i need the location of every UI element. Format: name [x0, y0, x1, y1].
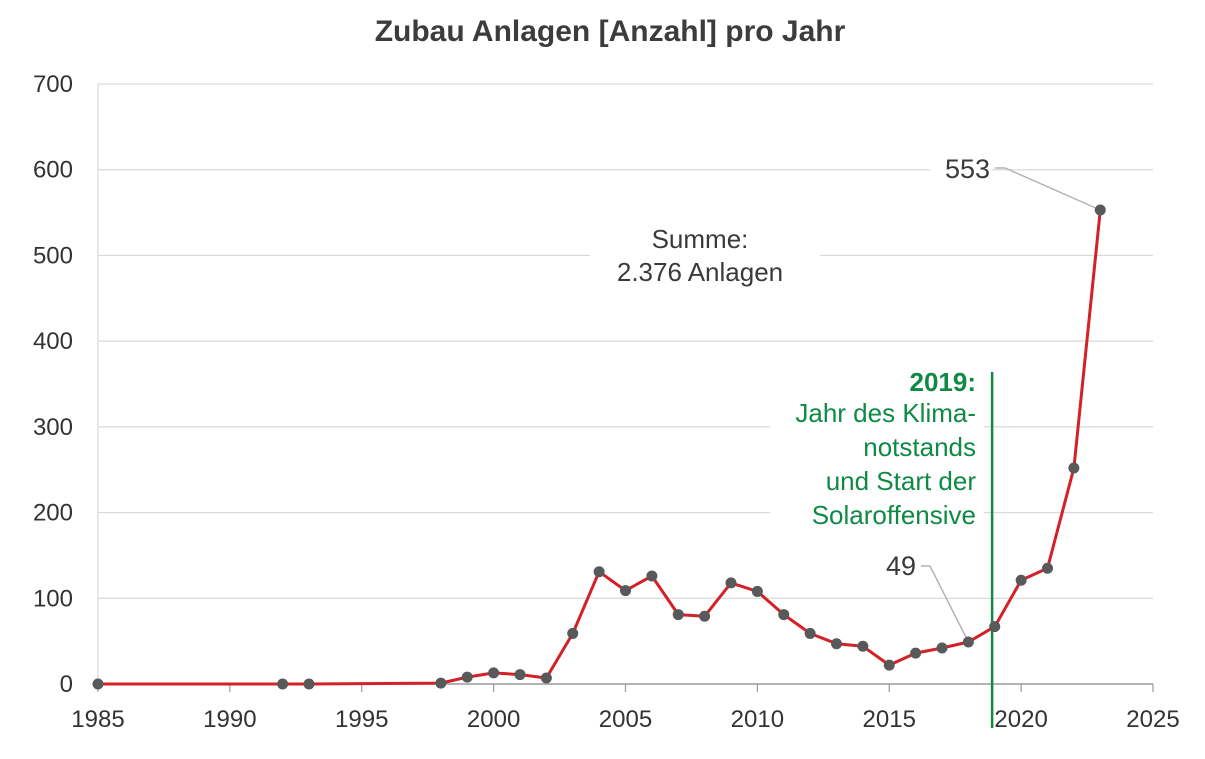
x-tick-label: 2020 — [994, 706, 1047, 733]
data-point-1999 — [461, 671, 473, 683]
y-axis-ticks: 0 100 200 300 400 500 600 700 — [33, 71, 73, 698]
data-point-2014 — [857, 640, 869, 652]
summe-label-bg — [590, 222, 820, 296]
x-tick-label: 2025 — [1126, 706, 1179, 733]
data-point-2012 — [804, 627, 816, 639]
grid — [97, 83, 1154, 692]
y-tick-label: 600 — [33, 157, 73, 184]
data-point-2021 — [1042, 562, 1053, 574]
y-tick-label: 500 — [33, 242, 73, 269]
x-tick-label: 2005 — [599, 706, 652, 733]
y-tick-label: 300 — [33, 414, 73, 441]
y-tick-label: 200 — [33, 500, 73, 527]
marker-title: 2019: — [910, 367, 977, 397]
data-point-1993 — [303, 678, 315, 690]
y-tick-label: 100 — [33, 585, 73, 612]
data-point-1985 — [92, 678, 104, 690]
data-point-2016 — [910, 647, 922, 659]
marker-text-line1: Jahr des Klima- — [795, 398, 976, 428]
data-point-1998 — [435, 677, 447, 689]
data-point-2003 — [567, 627, 579, 639]
summe-label-line2: 2.376 Anlagen — [617, 257, 783, 287]
data-point-2000 — [488, 667, 500, 679]
data-point-1992 — [277, 678, 289, 690]
data-point-2019 — [989, 621, 1001, 633]
data-point-2005 — [620, 585, 631, 597]
data-label-49: 49 — [886, 551, 916, 581]
x-tick-label: 2015 — [863, 706, 916, 733]
chart-title: Zubau Anlagen [Anzahl] pro Jahr — [375, 15, 846, 48]
marker-text-bg — [770, 366, 984, 536]
marker-text-line3: und Start der — [826, 466, 977, 496]
data-point-2011 — [778, 609, 790, 621]
data-point-2002 — [540, 672, 552, 684]
data-point-2015 — [883, 659, 895, 671]
y-tick-label: 0 — [60, 671, 73, 698]
data-point-2023 — [1094, 204, 1106, 216]
x-tick-label: 1985 — [71, 706, 124, 733]
marker-text-line4: Solaroffensive — [812, 500, 976, 530]
data-point-2004 — [593, 566, 605, 578]
data-point-2008 — [699, 610, 711, 622]
data-point-2020 — [1015, 574, 1027, 586]
callout-553 — [995, 167, 1101, 211]
data-point-2013 — [831, 638, 842, 650]
data-point-2006 — [646, 570, 658, 582]
data-label-553: 553 — [945, 154, 990, 184]
data-points — [92, 204, 1106, 690]
label-553-bg — [930, 150, 992, 186]
y-tick-label: 700 — [33, 71, 73, 98]
callout-lines — [921, 167, 1101, 643]
data-point-2007 — [672, 609, 684, 621]
callout-49 — [921, 565, 970, 643]
data-point-2001 — [514, 669, 526, 681]
x-tick-label: 1990 — [203, 706, 256, 733]
label-49-bg — [875, 548, 917, 582]
data-point-2018 — [962, 636, 974, 648]
data-point-2022 — [1068, 462, 1080, 474]
x-axis-ticks: 1985 1990 1995 2000 2005 2010 2015 2020 2025 — [71, 706, 1179, 733]
x-tick-label: 2010 — [731, 706, 784, 733]
data-point-2017 — [936, 642, 948, 654]
y-tick-label: 400 — [33, 328, 73, 355]
data-point-2009 — [725, 577, 737, 589]
summe-label-line1: Summe: — [652, 224, 749, 254]
marker-text-line2: notstands — [863, 432, 976, 462]
x-tick-label: 2000 — [467, 706, 520, 733]
data-point-2010 — [751, 585, 763, 597]
x-tick-label: 1995 — [335, 706, 388, 733]
